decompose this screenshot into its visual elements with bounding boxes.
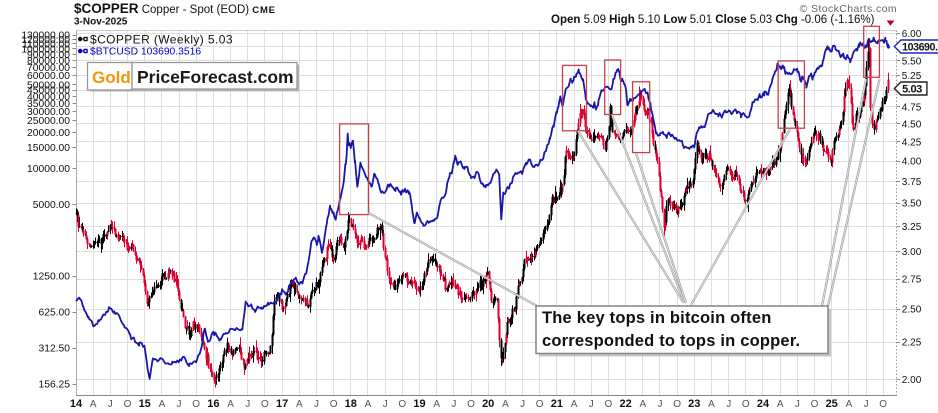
svg-text:2.75: 2.75	[902, 275, 922, 286]
svg-text:5.50: 5.50	[902, 56, 922, 67]
svg-text:O: O	[673, 399, 681, 410]
svg-text:30000.00: 30000.00	[27, 107, 70, 118]
svg-text:3.00: 3.00	[902, 247, 922, 258]
svg-text:25000.00: 25000.00	[27, 116, 70, 127]
svg-text:120000.00: 120000.00	[21, 35, 70, 46]
svg-text:Open 5.09 High 5.10 Low 5.01 C: Open 5.09 High 5.10 Low 5.01 Close 5.03 …	[551, 14, 875, 26]
svg-text:O: O	[742, 399, 750, 410]
svg-text:15: 15	[139, 398, 151, 410]
svg-text:3.50: 3.50	[902, 199, 922, 210]
svg-text:22: 22	[619, 398, 631, 410]
svg-text:24: 24	[757, 398, 770, 410]
svg-text:4.75: 4.75	[902, 103, 922, 114]
svg-text:103690.: 103690.	[902, 42, 938, 54]
svg-text:5.25: 5.25	[902, 71, 922, 82]
svg-text:J: J	[726, 399, 731, 410]
svg-text:40000.00: 40000.00	[27, 92, 70, 103]
svg-text:J: J	[520, 399, 525, 410]
svg-text:625.00: 625.00	[39, 308, 71, 319]
svg-text:20000.00: 20000.00	[27, 128, 70, 139]
svg-text:PriceForecast.com: PriceForecast.com	[137, 67, 294, 87]
svg-text:25: 25	[826, 398, 838, 410]
svg-text:A: A	[777, 399, 784, 410]
svg-text:5000.00: 5000.00	[33, 200, 70, 211]
svg-text:J: J	[864, 399, 869, 410]
svg-text:4.00: 4.00	[902, 157, 922, 168]
svg-text:A: A	[571, 399, 578, 410]
svg-text:5.03: 5.03	[902, 84, 922, 96]
svg-text:18: 18	[345, 398, 357, 410]
svg-text:2.00: 2.00	[902, 375, 922, 386]
svg-text:15000.00: 15000.00	[27, 143, 70, 154]
svg-text:A: A	[365, 399, 372, 410]
svg-text:J: J	[658, 399, 663, 410]
svg-text:80000.00: 80000.00	[27, 56, 70, 67]
svg-text:17: 17	[276, 398, 288, 410]
svg-text:J: J	[795, 399, 800, 410]
svg-text:35000.00: 35000.00	[27, 99, 70, 110]
svg-text:O: O	[192, 399, 200, 410]
svg-text:J: J	[589, 399, 594, 410]
svg-text:A: A	[296, 399, 303, 410]
svg-text:4.25: 4.25	[902, 138, 922, 149]
svg-text:3-Nov-2025: 3-Nov-2025	[74, 17, 128, 28]
svg-text:110000.00: 110000.00	[22, 39, 70, 50]
svg-text:J: J	[383, 399, 388, 410]
svg-text:O: O	[605, 399, 613, 410]
svg-text:O: O	[536, 399, 544, 410]
svg-text:312.50: 312.50	[39, 344, 71, 355]
svg-text:23: 23	[688, 398, 700, 410]
svg-text:O: O	[467, 399, 475, 410]
svg-text:3.25: 3.25	[902, 222, 922, 233]
svg-text:O: O	[330, 399, 338, 410]
svg-text:J: J	[245, 399, 250, 410]
svg-text:Gold: Gold	[92, 68, 131, 87]
svg-text:A: A	[159, 399, 166, 410]
svg-text:156.25: 156.25	[39, 380, 71, 391]
svg-text:A: A	[639, 399, 646, 410]
svg-text:A: A	[433, 399, 440, 410]
svg-text:60000.00: 60000.00	[27, 71, 70, 82]
svg-text:10000.00: 10000.00	[27, 164, 70, 175]
svg-text:6.00: 6.00	[902, 29, 922, 40]
svg-text:O: O	[811, 399, 819, 410]
svg-text:J: J	[314, 399, 319, 410]
svg-text:21: 21	[551, 398, 563, 410]
svg-text:A: A	[90, 399, 97, 410]
svg-text:1250.00: 1250.00	[33, 272, 70, 283]
svg-text:130000.00: 130000.00	[21, 31, 70, 42]
svg-text:© StockCharts.com: © StockCharts.com	[800, 3, 897, 15]
svg-text:14: 14	[70, 398, 83, 410]
svg-text:90000.00: 90000.00	[27, 50, 70, 61]
svg-text:The key tops in bitcoin often: The key tops in bitcoin often	[542, 309, 771, 327]
svg-text:$COPPER (Weekly) 5.03: $COPPER (Weekly) 5.03	[90, 33, 233, 47]
svg-text:O: O	[398, 399, 406, 410]
svg-text:$COPPER Copper - Spot (EOD) CM: $COPPER Copper - Spot (EOD) CME	[74, 1, 276, 16]
svg-text:$BTCUSD 103690.3516: $BTCUSD 103690.3516	[90, 47, 201, 58]
svg-text:70000.00: 70000.00	[27, 63, 70, 74]
svg-text:4.50: 4.50	[902, 120, 922, 131]
svg-text:A: A	[708, 399, 715, 410]
svg-text:O: O	[261, 399, 269, 410]
svg-text:O: O	[124, 399, 132, 410]
svg-text:A: A	[227, 399, 234, 410]
svg-text:16: 16	[207, 398, 219, 410]
svg-text:O: O	[879, 399, 887, 410]
svg-text:A: A	[502, 399, 509, 410]
svg-text:2.25: 2.25	[902, 338, 922, 349]
svg-text:A: A	[846, 399, 853, 410]
svg-text:45000.00: 45000.00	[27, 86, 70, 97]
svg-text:J: J	[451, 399, 456, 410]
svg-text:20: 20	[482, 398, 494, 410]
svg-text:2.50: 2.50	[902, 305, 922, 316]
svg-text:J: J	[177, 399, 182, 410]
svg-text:3.75: 3.75	[902, 177, 922, 188]
svg-text:50000.00: 50000.00	[27, 80, 70, 91]
svg-text:J: J	[108, 399, 113, 410]
svg-text:19: 19	[413, 398, 425, 410]
svg-text:100000.00: 100000.00	[21, 44, 70, 55]
svg-text:corresponded to tops in copper: corresponded to tops in copper.	[542, 332, 800, 350]
